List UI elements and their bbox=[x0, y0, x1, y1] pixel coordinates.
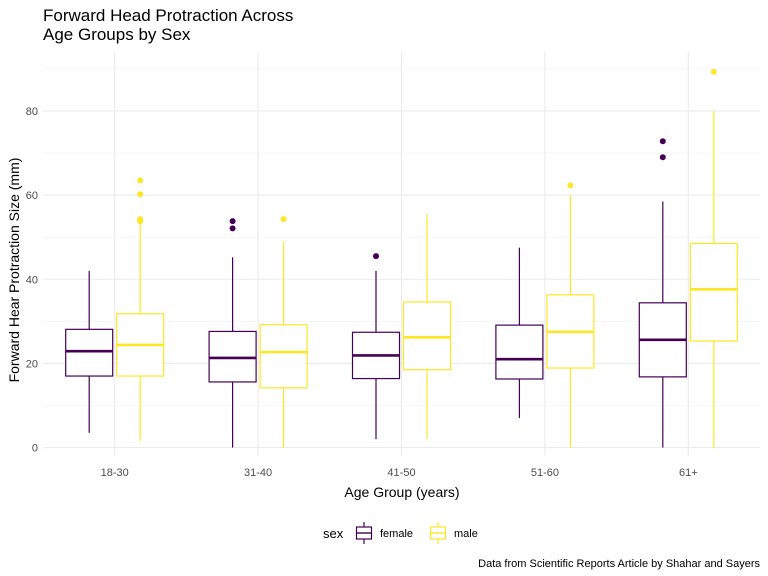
outlier-point bbox=[567, 182, 574, 189]
y-tick-label: 20 bbox=[26, 358, 38, 370]
box-iqr bbox=[402, 301, 452, 371]
x-tick-labels: 18-30 31-40 41-50 51-60 61+ bbox=[101, 467, 698, 479]
outlier-point bbox=[710, 68, 717, 75]
chart-caption: Data from Scientific Reports Article by … bbox=[478, 558, 760, 570]
box-female-51-60 bbox=[495, 247, 544, 419]
box-male-41-50 bbox=[402, 214, 452, 440]
x-tick-label: 51-60 bbox=[531, 467, 559, 479]
y-tick-label: 40 bbox=[26, 274, 38, 286]
legend: sex female male bbox=[323, 522, 478, 544]
box-marks bbox=[65, 68, 738, 448]
y-tick-labels: 0 20 40 60 80 bbox=[26, 106, 38, 455]
box-male-18-30 bbox=[116, 177, 165, 442]
box-male-51-60 bbox=[546, 182, 595, 448]
legend-title: sex bbox=[323, 526, 344, 541]
y-axis-title: Forward Hear Protraction Size (mm) bbox=[6, 158, 22, 383]
x-tick-label: 41-50 bbox=[387, 467, 415, 479]
box-male-61+ bbox=[689, 68, 738, 448]
box-female-31-40 bbox=[208, 218, 257, 448]
outlier-point bbox=[659, 138, 666, 145]
chart-title-line-1: Forward Head Protraction Across bbox=[43, 6, 293, 25]
x-tick-label: 31-40 bbox=[244, 467, 272, 479]
legend-key-female bbox=[355, 522, 373, 544]
outlier-point bbox=[229, 225, 236, 232]
box-iqr bbox=[689, 242, 738, 342]
outlier-point bbox=[280, 216, 287, 223]
gridlines bbox=[43, 52, 760, 456]
y-tick-label: 0 bbox=[32, 443, 38, 455]
legend-label-female: female bbox=[380, 528, 413, 540]
outlier-point bbox=[373, 253, 379, 260]
box-female-61+ bbox=[638, 138, 687, 448]
x-axis-title: Age Group (years) bbox=[344, 484, 459, 500]
y-tick-label: 80 bbox=[26, 106, 38, 118]
outlier-point bbox=[137, 216, 144, 223]
outlier-point bbox=[659, 154, 666, 161]
x-tick-label: 61+ bbox=[679, 467, 698, 479]
outlier-point bbox=[137, 177, 144, 184]
chart-title-line-2: Age Groups by Sex bbox=[43, 25, 191, 44]
box-iqr bbox=[495, 324, 544, 380]
box-female-18-30 bbox=[65, 270, 114, 433]
y-tick-label: 60 bbox=[26, 190, 38, 202]
outlier-point bbox=[137, 191, 144, 198]
legend-label-male: male bbox=[454, 528, 478, 540]
outlier-point bbox=[229, 218, 236, 225]
legend-key-male bbox=[429, 522, 447, 544]
box-female-41-50 bbox=[351, 253, 401, 440]
box-male-31-40 bbox=[259, 216, 308, 448]
box-iqr bbox=[259, 324, 308, 389]
box-iqr bbox=[65, 328, 114, 377]
x-tick-label: 18-30 bbox=[101, 467, 129, 479]
